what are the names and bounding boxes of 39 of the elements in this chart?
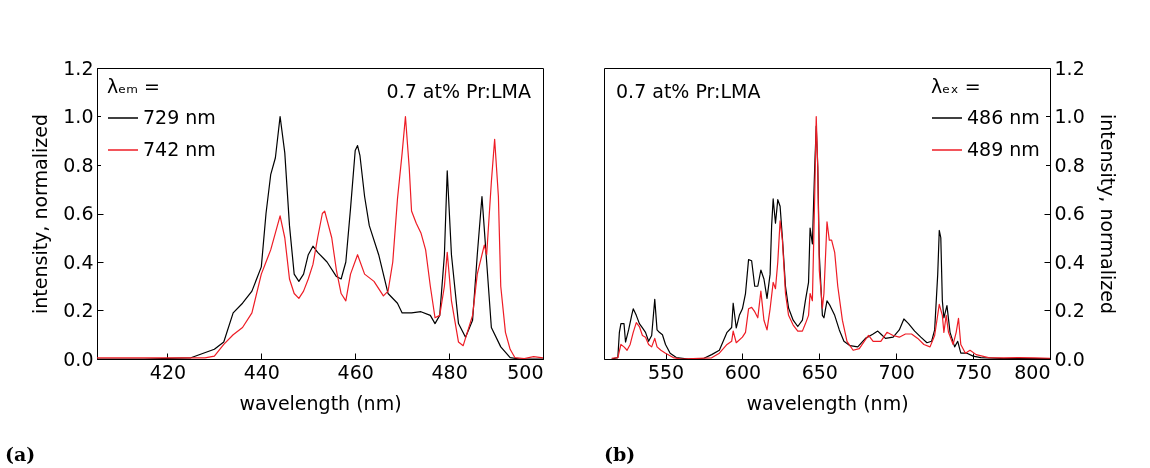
annotation: 0.7 at% Pr:LMA [616,80,761,102]
y2-tick-label: 0.8 [1054,153,1085,176]
y2-tick-label: 1.0 [1054,105,1085,127]
y2-tick-label: 0.0 [1054,347,1085,370]
y-tick-label: 0.4 [63,250,94,273]
y-tick-label: 0.2 [63,299,94,321]
legend-label: 729 nm [143,106,216,128]
y-tick-label: 0.8 [63,153,94,176]
legend-title: λₑₓ = [931,75,981,97]
x-tick-label: 700 [878,360,915,383]
legend-label: 742 nm [143,138,216,160]
legend-label: 489 nm [967,138,1040,160]
text: (a) [5,443,36,465]
x-tick-label: 480 [431,360,468,383]
text: (b) [604,443,636,465]
x-tick-label: 550 [647,360,685,383]
legend-title: λₑₘ = [107,75,160,97]
x-tick-label: 440 [243,360,280,383]
x-tick-label: 800 [1014,360,1051,383]
x-tick-label: 600 [724,360,762,383]
legend-label: 486 nm [967,106,1040,128]
x-tick-label: 500 [507,360,544,383]
y-tick-label: 1.0 [63,105,94,127]
y-tick-label: 0.0 [63,347,94,370]
y2-tick-label: 0.2 [1054,299,1085,321]
y2-tick-label: 0.6 [1054,202,1085,224]
y-tick-label: 0.6 [63,202,94,224]
x-tick-label: 420 [149,360,187,383]
y2-axis-title: intensity, normalized [1096,113,1119,315]
y-axis-title: intensity, normalized [29,113,52,315]
annotation: 0.7 at% Pr:LMA [386,80,531,102]
y2-tick-label: 1.2 [1054,56,1085,79]
x-tick-label: 460 [337,360,374,383]
x-axis-title: wavelength (nm) [746,391,909,414]
y-tick-label: 1.2 [63,56,94,79]
x-tick-label: 750 [955,360,992,383]
x-axis-title: wavelength (nm) [239,391,402,414]
y2-tick-label: 0.4 [1054,250,1085,273]
x-tick-label: 650 [801,360,838,383]
